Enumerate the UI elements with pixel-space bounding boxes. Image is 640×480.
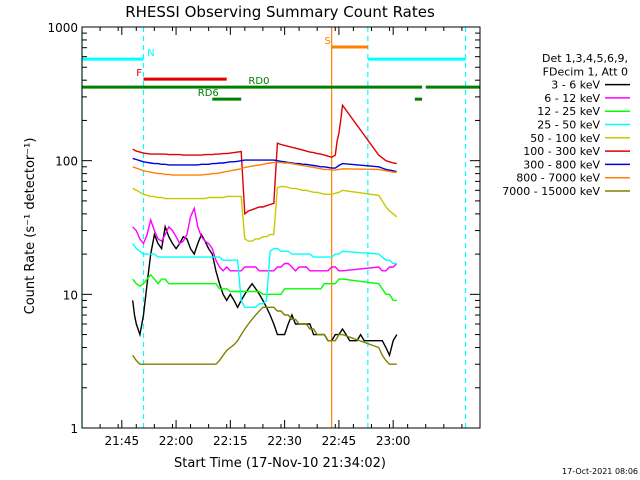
axes: 21:45 22:00 22:15 22:30 22:45 23:00 1 10 100 1000: [47, 21, 481, 448]
flag-label: RD0: [248, 76, 269, 87]
legend-label: 12 - 25 keV: [537, 105, 600, 118]
legend-label: 6 - 12 keV: [544, 92, 600, 105]
legend-label: 50 - 100 keV: [530, 132, 600, 145]
legend-label: 7000 - 15000 keV: [502, 185, 600, 198]
y-axis-label: Count Rate (s⁻¹ detector⁻¹): [23, 138, 38, 315]
series-line: [132, 103, 397, 216]
legend-label: 800 - 7000 keV: [516, 172, 600, 185]
series-line: [132, 157, 397, 173]
legend-label: 3 - 6 keV: [551, 79, 600, 92]
legend-label: 300 - 800 keV: [523, 158, 600, 171]
flag-label: N: [147, 48, 154, 59]
series-layer: [132, 103, 398, 365]
flag-label: RD6: [198, 88, 219, 99]
series-line: [132, 224, 398, 358]
x-tick-label: 23:00: [376, 434, 411, 448]
flag-bars: NF S RD0 RD6: [82, 36, 480, 101]
y-tick-label: 100: [55, 155, 78, 169]
series-line: [132, 243, 397, 308]
x-tick-label: 22:45: [322, 434, 357, 448]
series-line: [132, 306, 397, 365]
legend-header: FDecim 1, Att 0: [543, 65, 628, 78]
flag-label: S: [324, 36, 330, 47]
y-tick-label: 1000: [47, 21, 78, 35]
legend-label: 100 - 300 keV: [523, 145, 600, 158]
y-tick-label: 10: [63, 288, 78, 302]
chart-title: RHESSI Observing Summary Count Rates: [125, 3, 435, 21]
x-tick-label: 22:30: [267, 434, 302, 448]
legend-label: 25 - 50 keV: [537, 119, 600, 132]
series-line: [132, 273, 397, 302]
y-tick-label: 1: [70, 422, 78, 436]
x-tick-label: 22:15: [213, 434, 248, 448]
x-tick-label: 21:45: [105, 434, 140, 448]
x-axis-label: Start Time (17-Nov-10 21:34:02): [174, 456, 386, 471]
series-line: [132, 205, 398, 272]
footer-timestamp: 17-Oct-2021 08:06: [562, 467, 638, 476]
series-line: [132, 161, 397, 176]
legend-header: Det 1,3,4,5,6,9,: [542, 52, 628, 65]
legend: Det 1,3,4,5,6,9,FDecim 1, Att 03 - 6 keV…: [502, 52, 630, 198]
flag-label: F: [136, 68, 142, 79]
series-line: [132, 185, 398, 242]
x-tick-label: 22:00: [159, 434, 194, 448]
